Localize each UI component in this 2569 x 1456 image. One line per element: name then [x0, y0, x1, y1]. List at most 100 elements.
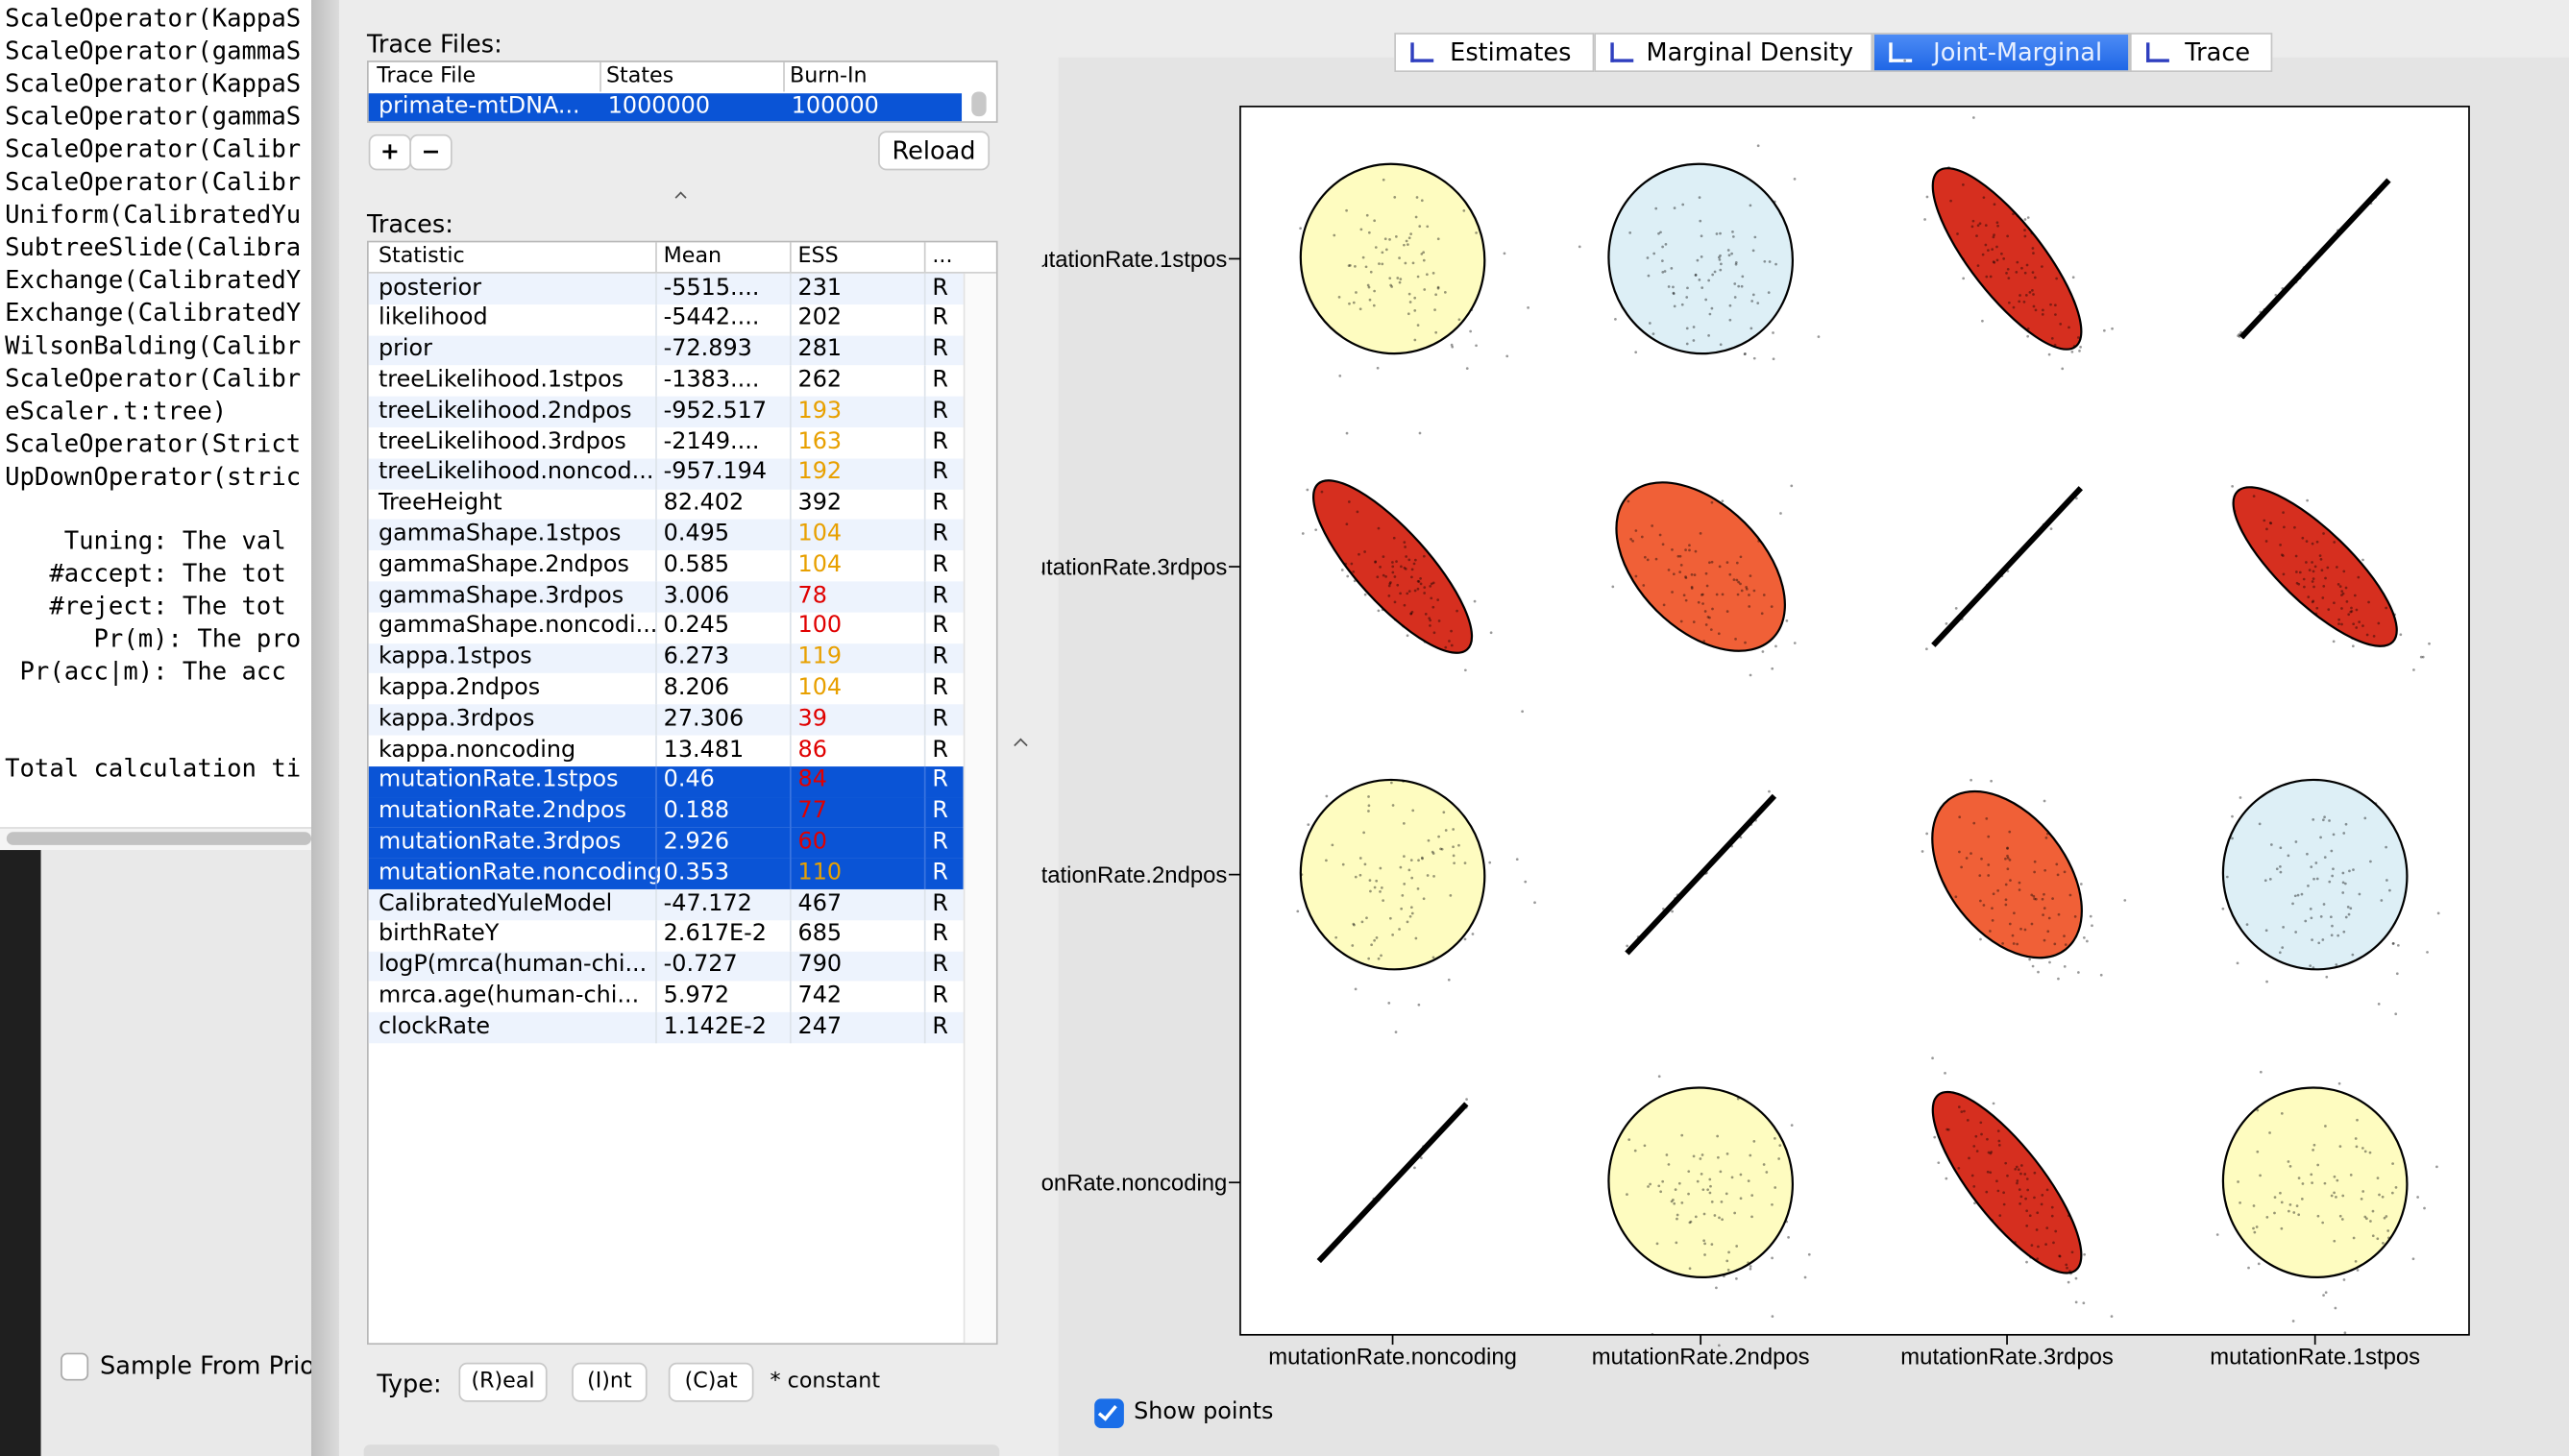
sample-point	[1434, 293, 1437, 297]
sample-point	[1352, 570, 1356, 573]
sample-point	[1701, 602, 1704, 605]
table-row[interactable]	[368, 643, 964, 674]
sample-point	[2313, 565, 2317, 569]
sample-point	[2008, 830, 2012, 834]
table-row[interactable]	[368, 365, 964, 397]
sample-point	[2287, 854, 2290, 858]
table-row[interactable]	[368, 1012, 964, 1044]
table-row[interactable]	[368, 735, 964, 766]
sample-point	[1661, 543, 1665, 546]
sample-point	[1657, 1184, 1661, 1188]
cell: R	[932, 643, 948, 670]
sample-point	[2070, 1250, 2074, 1254]
checkbox[interactable]	[61, 1352, 89, 1381]
table-row[interactable]	[368, 982, 964, 1013]
sample-point	[1734, 262, 1738, 266]
cell-divider	[923, 827, 926, 859]
sample-point	[1368, 879, 1372, 883]
table-row[interactable]	[368, 581, 964, 613]
table-row[interactable]	[368, 396, 964, 428]
table-row[interactable]	[368, 704, 964, 736]
sample-point	[1995, 1179, 1998, 1183]
sample-point	[1399, 592, 1402, 595]
table-row[interactable]	[368, 920, 964, 952]
table-row[interactable]	[368, 520, 964, 551]
table-row[interactable]	[368, 888, 964, 921]
tab[interactable]: Trace	[2129, 33, 2273, 73]
sample-point	[1925, 195, 1929, 199]
sample-point	[2034, 308, 2038, 312]
reload-button[interactable]: Reload	[878, 131, 991, 171]
type-button[interactable]: (I)nt	[572, 1362, 648, 1402]
table-row[interactable]	[368, 427, 964, 459]
type-button[interactable]: (C)at	[668, 1362, 754, 1402]
table-row[interactable]	[368, 273, 964, 304]
sample-point	[2006, 846, 2009, 850]
sample-point	[1640, 535, 1644, 539]
sample-point	[1418, 431, 1422, 435]
sample-point	[1431, 852, 1435, 856]
sample-point	[2380, 899, 2384, 902]
table-row[interactable]	[368, 951, 964, 983]
sample-point	[1416, 324, 1420, 328]
sample-point	[2333, 541, 2337, 544]
sample-point	[2333, 1191, 2336, 1195]
sample-point	[2352, 622, 2356, 626]
cell-divider	[923, 273, 926, 304]
table-row[interactable]	[368, 858, 964, 889]
tab-icon	[2146, 42, 2169, 62]
sample-point	[2351, 644, 2355, 648]
sample-point	[1646, 558, 1650, 562]
sample-point	[1705, 863, 1709, 867]
console-line: #reject: The tot	[5, 591, 286, 621]
table-row[interactable]	[368, 458, 964, 490]
tab[interactable]: Joint-Marginal	[1872, 33, 2130, 73]
table-row[interactable]	[368, 673, 964, 705]
sample-point	[2018, 1201, 2021, 1205]
sample-point	[1982, 196, 1986, 200]
sample-point	[2316, 1214, 2320, 1218]
cell-divider	[789, 951, 792, 983]
sample-point	[2103, 328, 2106, 332]
sample-point	[1450, 643, 1454, 647]
sample-point	[1725, 1259, 1729, 1263]
sample-point	[1407, 236, 1411, 240]
cell: -72.893	[663, 335, 752, 363]
table-row[interactable]	[368, 827, 964, 859]
tab[interactable]: Estimates	[1394, 33, 1595, 73]
sample-point	[1749, 673, 1752, 677]
console: ScaleOperator(KappaS ScaleOperator(gammaS…	[0, 0, 312, 828]
sample-point	[2091, 924, 2093, 928]
table-row[interactable]	[368, 489, 964, 521]
remove-button[interactable]: −	[409, 133, 453, 171]
sample-point	[1431, 956, 1435, 959]
add-button[interactable]: +	[368, 133, 412, 171]
sample-point	[2063, 870, 2067, 874]
tab[interactable]: Marginal Density	[1594, 33, 1873, 73]
sample-point	[1925, 832, 1929, 836]
sample-point	[2369, 860, 2372, 863]
table-row[interactable]	[368, 765, 964, 797]
sample-point	[1937, 1161, 1941, 1165]
sample-point	[1611, 585, 1615, 589]
table-row[interactable]	[368, 334, 964, 366]
sample-point	[1391, 561, 1394, 564]
sample-point	[1989, 930, 1992, 933]
sample-point	[1778, 1144, 1782, 1147]
sample-point	[2363, 1215, 2367, 1219]
show-points-checkbox[interactable]	[1094, 1398, 1124, 1429]
sample-point	[2231, 837, 2234, 840]
sample-point	[1770, 605, 1774, 608]
type-button[interactable]: (R)eal	[458, 1362, 548, 1402]
sample-point	[1416, 587, 1420, 591]
cell-divider	[655, 1012, 657, 1044]
sample-point	[1684, 548, 1687, 551]
sample-point	[1985, 1190, 1989, 1194]
sample-point	[1715, 593, 1719, 596]
table-row[interactable]	[368, 612, 964, 643]
table-row[interactable]	[368, 796, 964, 828]
sample-point	[2319, 915, 2323, 918]
table-row[interactable]	[368, 550, 964, 582]
table-row[interactable]	[368, 303, 964, 335]
sample-point	[1429, 619, 1432, 622]
